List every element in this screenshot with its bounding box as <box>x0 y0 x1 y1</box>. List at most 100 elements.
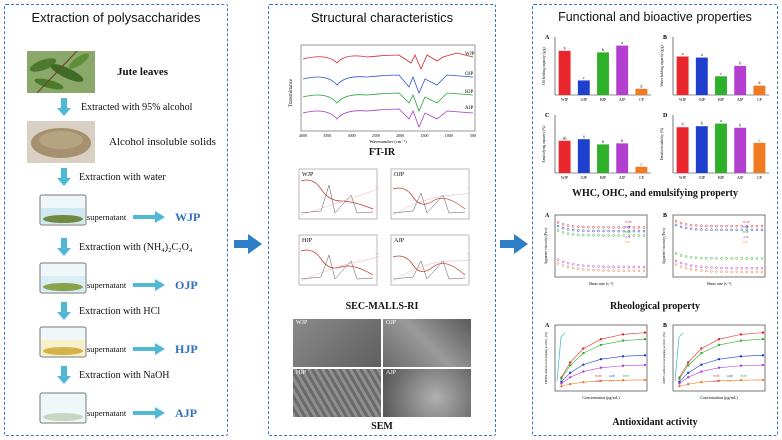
bar-category-label: OJP <box>581 176 587 180</box>
rheo-point <box>684 223 688 226</box>
rheo-point <box>587 225 590 229</box>
rheo-point <box>679 225 683 229</box>
ftir-tick-label: 4000 <box>299 133 307 138</box>
rheo-point <box>602 265 605 268</box>
bar-sig-label: b <box>621 138 623 143</box>
rheo-point <box>632 229 636 233</box>
rheo-point <box>602 269 605 272</box>
rheo-point <box>750 267 754 270</box>
anti-point <box>761 331 765 334</box>
rheo-plot-area <box>672 214 766 278</box>
sem-caption: SEM <box>371 421 393 432</box>
rheo-point <box>689 264 693 267</box>
rheo-point <box>725 224 728 228</box>
rheo-point <box>684 255 688 258</box>
rheo-point <box>750 257 754 260</box>
bar <box>695 126 708 173</box>
rheo-point <box>705 269 708 273</box>
rheo-legend-entry: CP <box>743 240 747 244</box>
bar-chart-ylabel: Oil holding capacity (g/g) <box>542 47 546 85</box>
bar-sig-label: d <box>640 83 642 88</box>
rheo-point <box>760 267 764 270</box>
bar-category-label: HJP <box>718 176 724 180</box>
anti-ylabel: DPPH radical scavenging activity (%) <box>544 332 548 384</box>
rheo-point <box>700 256 703 260</box>
bar <box>558 50 571 95</box>
structural-title: Structural characteristics <box>310 10 454 25</box>
bar-category-label: CP <box>757 98 762 102</box>
sem-image-wjp: WJP <box>293 319 381 367</box>
rheo-point <box>684 263 688 266</box>
bar <box>753 142 766 173</box>
rheo-point <box>612 226 615 229</box>
rheo-point <box>700 269 703 272</box>
anti-xlabel: Concentration (μg/mL) <box>582 395 620 400</box>
rheo-point <box>684 226 688 230</box>
rheo-point <box>705 266 708 269</box>
anti-line <box>679 332 764 378</box>
supernatant-label-2: supernatant <box>87 280 127 290</box>
rheo-point <box>632 234 636 237</box>
rheo-point <box>720 224 723 228</box>
rheo-point <box>637 269 641 273</box>
rheo-point <box>715 228 718 232</box>
rheo-point <box>642 265 646 269</box>
sec-trace <box>392 260 466 280</box>
rheo-point <box>597 269 600 272</box>
rheo-point <box>597 265 600 268</box>
rheo-point <box>602 229 605 233</box>
bar <box>577 139 590 173</box>
ftir-series-label: WJP <box>465 52 475 57</box>
sec-trace <box>392 187 466 210</box>
sec-panel-label: WJP <box>302 172 314 178</box>
bar-category-label: WJP <box>679 176 686 180</box>
rheo-point <box>566 228 570 231</box>
bar-sig-label: b <box>682 122 684 127</box>
rheo-point <box>571 263 575 266</box>
rheo-point <box>561 264 565 267</box>
rheo-plot-area <box>554 214 648 278</box>
rheo-point <box>679 254 683 257</box>
ftir-caption: FT-IR <box>368 147 396 158</box>
rheo-point <box>700 224 703 228</box>
rheo-point <box>612 265 615 269</box>
anti-legend-entry: OJP <box>609 374 615 378</box>
ftir-tick-label: 2500 <box>372 133 380 138</box>
anti-point <box>761 378 765 382</box>
sec-panel-label: AJP <box>394 238 405 244</box>
rheo-point <box>689 223 693 227</box>
ais-powder-image <box>27 121 95 163</box>
bar <box>616 143 629 173</box>
rheo-point <box>576 267 580 271</box>
rheo-point <box>617 229 620 233</box>
rheo-point <box>602 234 605 237</box>
anti-control-line <box>674 332 684 382</box>
anti-point <box>560 385 563 388</box>
rheo-point <box>592 229 595 233</box>
bar-category-label: OJP <box>581 98 587 102</box>
bar-sig-label: ab <box>563 135 567 140</box>
rheo-point <box>755 267 759 270</box>
bar <box>597 144 609 173</box>
rheo-legend-entry: AJP <box>743 235 749 239</box>
antioxidant-caption: Antioxidant activity <box>612 417 698 428</box>
sec-trace <box>392 186 471 216</box>
rheo-point <box>612 269 615 272</box>
step-naoh-label: Extraction with NaOH <box>79 370 170 381</box>
step-hcl-label: Extraction with HCl <box>79 306 161 317</box>
ftir-series-label: AJP <box>465 106 474 111</box>
rheo-point <box>730 266 733 270</box>
rheo-chart-letter: A <box>545 213 550 219</box>
bar-sig-label: b <box>564 45 566 50</box>
bar-sig-label: b <box>602 139 604 144</box>
bar <box>715 76 727 95</box>
sec-trace <box>300 254 374 280</box>
rheo-point <box>637 226 641 229</box>
rheo-point <box>710 228 713 231</box>
rheology-caption: Rheological property <box>609 301 701 312</box>
rheo-point <box>740 228 744 232</box>
rheo-point <box>720 266 723 270</box>
rheo-xlabel: Shear rate (s⁻¹) <box>707 281 732 286</box>
ftir-spectrum: Transmittance Wavenumber (cm⁻¹) 4000 3500… <box>289 44 476 144</box>
anti-legend-entry: CP <box>727 379 731 383</box>
